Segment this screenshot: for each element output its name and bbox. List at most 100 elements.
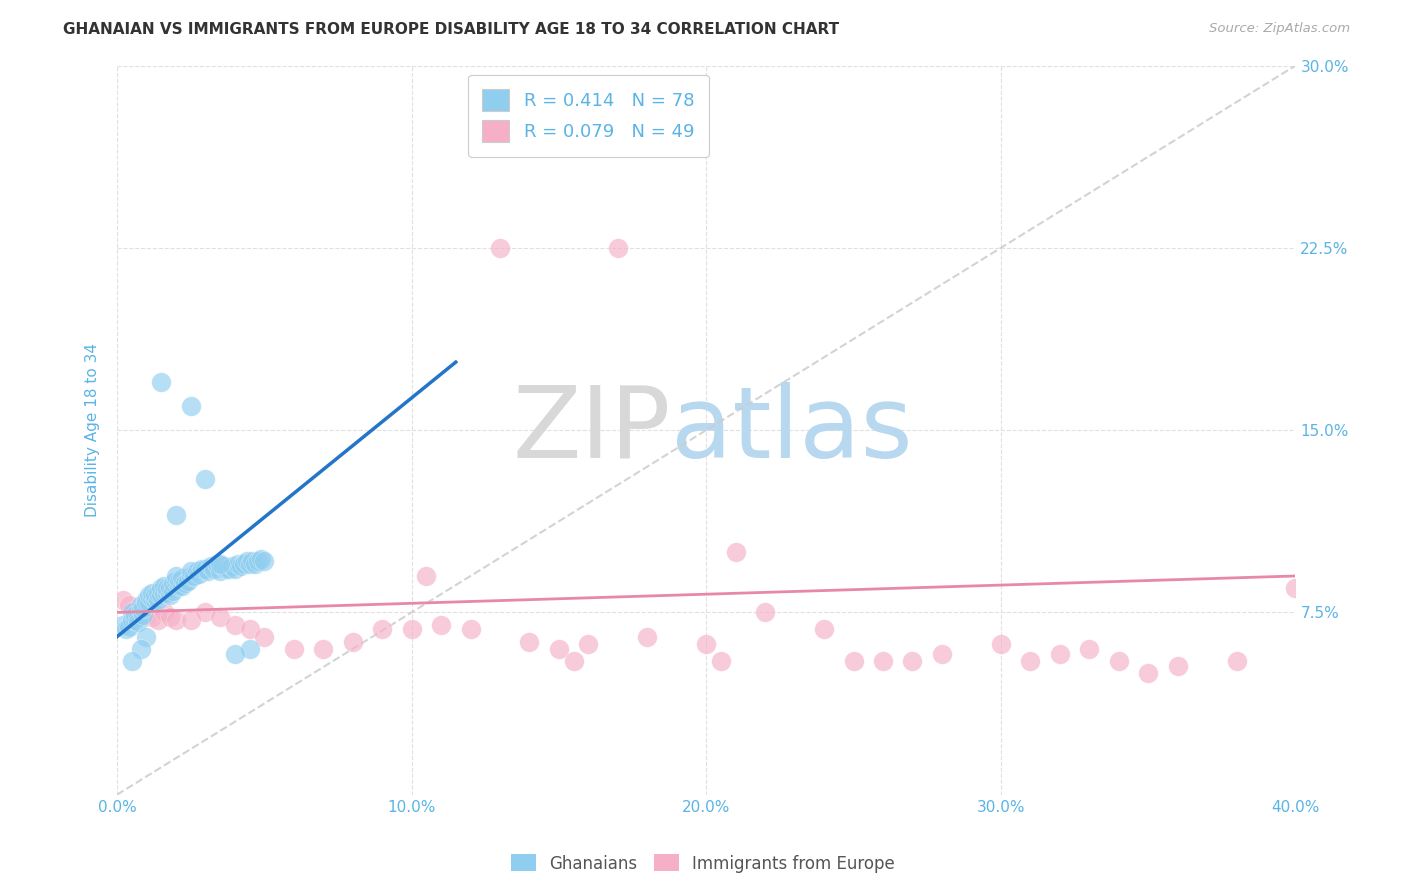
Legend: Ghanaians, Immigrants from Europe: Ghanaians, Immigrants from Europe [505, 847, 901, 880]
Point [1108, 654, 1130, 668]
Point [153, 579, 176, 593]
Point [180, 399, 202, 413]
Point [170, 571, 193, 585]
Point [212, 559, 235, 574]
Point [148, 586, 170, 600]
Point [235, 554, 257, 568]
Point [194, 472, 217, 486]
Point [156, 581, 179, 595]
Point [143, 589, 166, 603]
Point [813, 623, 835, 637]
Point [606, 241, 628, 255]
Point [1019, 654, 1042, 668]
Point [205, 557, 228, 571]
Point [312, 641, 335, 656]
Point [194, 562, 217, 576]
Point [754, 606, 776, 620]
Point [165, 569, 187, 583]
Point [221, 559, 243, 574]
Point [138, 589, 160, 603]
Point [209, 610, 232, 624]
Point [224, 562, 246, 576]
Text: Source: ZipAtlas.com: Source: ZipAtlas.com [1209, 22, 1350, 36]
Point [238, 641, 260, 656]
Point [150, 581, 173, 595]
Point [283, 641, 305, 656]
Point [238, 557, 260, 571]
Point [872, 654, 894, 668]
Point [118, 598, 141, 612]
Point [138, 596, 160, 610]
Point [167, 579, 190, 593]
Point [226, 557, 249, 571]
Point [253, 630, 276, 644]
Point [1225, 654, 1247, 668]
Point [636, 630, 658, 644]
Point [1078, 641, 1101, 656]
Point [162, 583, 184, 598]
Point [842, 654, 865, 668]
Point [247, 554, 270, 568]
Point [576, 637, 599, 651]
Point [148, 613, 170, 627]
Point [132, 600, 155, 615]
Point [135, 593, 157, 607]
Point [186, 564, 208, 578]
Point [143, 593, 166, 607]
Point [176, 574, 198, 588]
Point [990, 637, 1012, 651]
Point [165, 613, 187, 627]
Point [141, 610, 163, 624]
Point [129, 607, 152, 622]
Legend: R = 0.414   N = 78, R = 0.079   N = 49: R = 0.414 N = 78, R = 0.079 N = 49 [468, 75, 709, 157]
Point [224, 647, 246, 661]
Point [710, 654, 733, 668]
Point [415, 569, 437, 583]
Point [901, 654, 924, 668]
Point [156, 586, 179, 600]
Point [135, 607, 157, 622]
Point [209, 564, 232, 578]
Point [141, 586, 163, 600]
Text: ZIP: ZIP [512, 382, 671, 479]
Point [129, 641, 152, 656]
Point [127, 615, 149, 629]
Point [111, 617, 134, 632]
Point [183, 569, 205, 583]
Point [191, 562, 214, 576]
Point [167, 574, 190, 588]
Point [132, 607, 155, 622]
Point [114, 623, 136, 637]
Point [148, 593, 170, 607]
Point [215, 562, 238, 576]
Point [129, 603, 152, 617]
Point [238, 623, 260, 637]
Point [118, 620, 141, 634]
Point [931, 647, 953, 661]
Point [1137, 666, 1160, 681]
Point [1049, 647, 1071, 661]
Point [342, 634, 364, 648]
Point [209, 557, 232, 571]
Point [1284, 581, 1306, 595]
Point [695, 637, 717, 651]
Point [250, 552, 273, 566]
Point [124, 607, 146, 622]
Point [1167, 659, 1189, 673]
Point [245, 557, 267, 571]
Point [141, 591, 163, 605]
Point [460, 623, 482, 637]
Point [519, 634, 541, 648]
Point [150, 375, 173, 389]
Point [173, 576, 195, 591]
Point [124, 603, 146, 617]
Point [548, 641, 571, 656]
Point [197, 564, 219, 578]
Y-axis label: Disability Age 18 to 34: Disability Age 18 to 34 [86, 343, 100, 517]
Point [121, 606, 143, 620]
Point [242, 554, 264, 568]
Point [371, 623, 394, 637]
Point [124, 613, 146, 627]
Point [724, 544, 747, 558]
Point [253, 554, 276, 568]
